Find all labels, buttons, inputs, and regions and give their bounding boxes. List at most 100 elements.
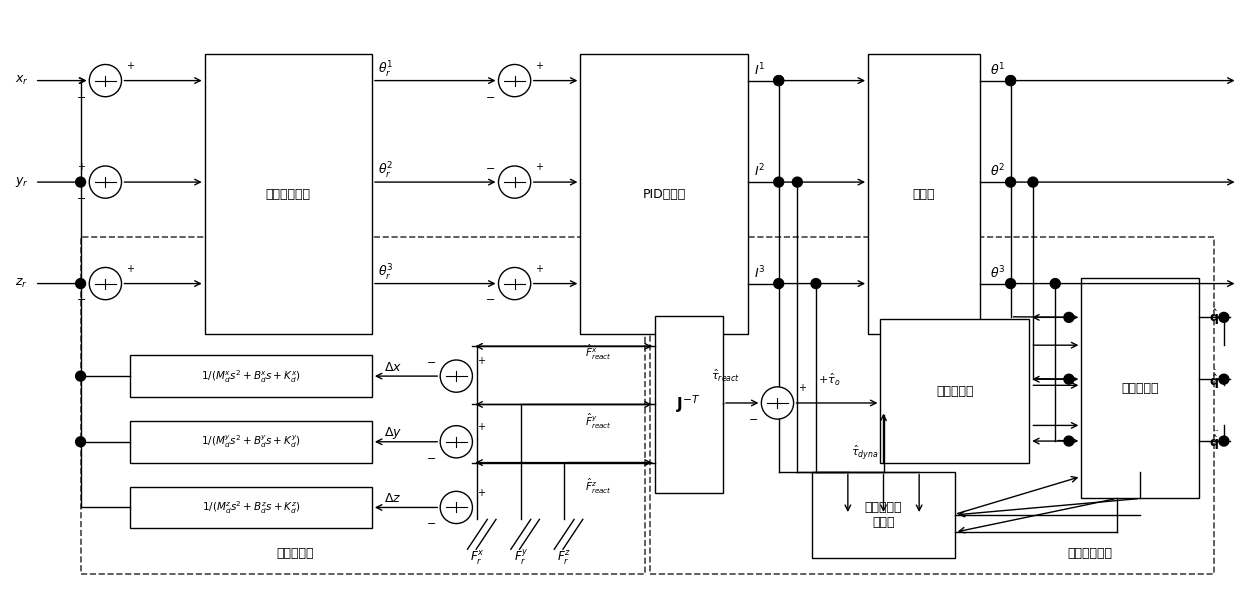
Text: $\ddot{\hat{\mathbf{q}}}$: $\ddot{\hat{\mathbf{q}}}$ xyxy=(1209,430,1219,453)
Circle shape xyxy=(1006,76,1016,85)
Text: $-$: $-$ xyxy=(76,91,86,100)
Circle shape xyxy=(1064,436,1074,446)
Circle shape xyxy=(774,76,784,85)
Text: $\hat{\mathbf{q}}$: $\hat{\mathbf{q}}$ xyxy=(1209,308,1219,327)
Text: +: + xyxy=(477,488,485,497)
Text: +: + xyxy=(477,422,485,432)
Bar xyxy=(812,472,955,558)
Circle shape xyxy=(1006,76,1016,85)
Text: 机器人: 机器人 xyxy=(913,187,935,201)
Bar xyxy=(130,355,372,397)
Text: $\Delta z$: $\Delta z$ xyxy=(384,492,402,505)
Text: 状态观测器: 状态观测器 xyxy=(1121,381,1159,395)
Circle shape xyxy=(1064,312,1074,322)
Circle shape xyxy=(761,387,794,419)
Circle shape xyxy=(1219,312,1229,322)
Text: $-$: $-$ xyxy=(427,518,436,527)
Circle shape xyxy=(76,279,86,288)
Circle shape xyxy=(792,177,802,187)
Text: $\hat{F}^x_{react}$: $\hat{F}^x_{react}$ xyxy=(585,343,613,362)
Text: $\theta^3$: $\theta^3$ xyxy=(990,264,1006,281)
Text: 机器人动力
学模型: 机器人动力 学模型 xyxy=(864,501,903,529)
Text: PID控制器: PID控制器 xyxy=(642,187,686,201)
Circle shape xyxy=(774,279,784,288)
Bar xyxy=(130,421,372,463)
Text: $-$: $-$ xyxy=(76,294,86,303)
Circle shape xyxy=(440,491,472,524)
Text: $I^1$: $I^1$ xyxy=(754,61,765,78)
Text: 接触力观测器: 接触力观测器 xyxy=(1068,547,1112,560)
Text: $\mathbf{J}^{-T}$: $\mathbf{J}^{-T}$ xyxy=(676,393,702,416)
Text: $\theta_r^3$: $\theta_r^3$ xyxy=(378,263,394,283)
Text: $\Delta x$: $\Delta x$ xyxy=(384,361,403,374)
Bar xyxy=(81,237,645,574)
Text: $\hat{F}^y_{react}$: $\hat{F}^y_{react}$ xyxy=(585,411,613,430)
Circle shape xyxy=(76,437,86,447)
Text: $\dot{\hat{\mathbf{q}}}$: $\dot{\hat{\mathbf{q}}}$ xyxy=(1209,368,1219,390)
Bar xyxy=(130,487,372,528)
Bar xyxy=(880,319,1029,463)
Circle shape xyxy=(76,371,86,381)
Text: +: + xyxy=(126,264,134,273)
Text: $+\hat{\tau}_o$: $+\hat{\tau}_o$ xyxy=(818,372,841,389)
Text: $z_r$: $z_r$ xyxy=(15,277,27,290)
Circle shape xyxy=(89,64,122,97)
Bar xyxy=(868,54,980,334)
Text: $F_r^z$: $F_r^z$ xyxy=(557,549,572,567)
Text: $-$: $-$ xyxy=(485,294,495,303)
Circle shape xyxy=(811,279,821,288)
Text: 逆运动学模型: 逆运动学模型 xyxy=(265,187,311,201)
Circle shape xyxy=(1050,279,1060,288)
Text: $F_r^y$: $F_r^y$ xyxy=(513,549,528,567)
Text: +: + xyxy=(77,162,84,172)
Text: $\hat{\tau}_{react}$: $\hat{\tau}_{react}$ xyxy=(711,368,740,384)
Circle shape xyxy=(1219,374,1229,384)
Circle shape xyxy=(774,76,784,85)
Text: +: + xyxy=(536,264,543,273)
Circle shape xyxy=(498,267,531,300)
Circle shape xyxy=(1219,436,1229,446)
Text: $1/(M_d^x s^2+B_d^x s+K_d^x)$: $1/(M_d^x s^2+B_d^x s+K_d^x)$ xyxy=(201,368,301,384)
Text: $I^2$: $I^2$ xyxy=(754,163,765,180)
Text: +: + xyxy=(536,162,543,172)
Bar xyxy=(1081,278,1199,498)
Text: $-$: $-$ xyxy=(748,413,758,423)
Text: $\theta_r^1$: $\theta_r^1$ xyxy=(378,60,393,80)
Text: $1/(M_d^z s^2+B_d^z s+K_d^z)$: $1/(M_d^z s^2+B_d^z s+K_d^z)$ xyxy=(202,499,300,516)
Text: $\theta^1$: $\theta^1$ xyxy=(990,61,1004,78)
Circle shape xyxy=(1028,177,1038,187)
Text: $-$: $-$ xyxy=(427,356,436,366)
Circle shape xyxy=(89,166,122,198)
Text: $-$: $-$ xyxy=(485,91,495,100)
Bar xyxy=(655,316,723,493)
Text: +: + xyxy=(536,61,543,70)
Circle shape xyxy=(440,360,472,392)
Text: $-$: $-$ xyxy=(427,452,436,461)
Circle shape xyxy=(440,426,472,458)
Text: $y_r$: $y_r$ xyxy=(15,175,29,189)
Circle shape xyxy=(1006,177,1016,187)
Circle shape xyxy=(498,166,531,198)
Text: $-$: $-$ xyxy=(485,162,495,172)
Circle shape xyxy=(774,177,784,187)
Bar xyxy=(650,237,1214,574)
Text: $\theta_r^2$: $\theta_r^2$ xyxy=(378,161,393,181)
Circle shape xyxy=(89,267,122,300)
Circle shape xyxy=(498,64,531,97)
Circle shape xyxy=(1006,279,1016,288)
Text: $\Delta y$: $\Delta y$ xyxy=(384,425,403,441)
Text: $\hat{F}^z_{react}$: $\hat{F}^z_{react}$ xyxy=(585,477,613,496)
Text: +: + xyxy=(477,356,485,366)
Circle shape xyxy=(1064,374,1074,384)
Text: $\hat{\tau}_{dyna}$: $\hat{\tau}_{dyna}$ xyxy=(851,443,879,462)
Bar xyxy=(205,54,372,334)
Circle shape xyxy=(76,177,86,187)
Text: 阻抗控制器: 阻抗控制器 xyxy=(277,547,314,560)
Text: $x_r$: $x_r$ xyxy=(15,74,29,87)
Text: 扰动观测器: 扰动观测器 xyxy=(936,384,973,398)
Text: $\theta^2$: $\theta^2$ xyxy=(990,163,1004,180)
Text: +: + xyxy=(799,383,806,393)
Text: $F_r^x$: $F_r^x$ xyxy=(470,549,485,567)
Text: $1/(M_d^y s^2+B_d^y s+K_d^y)$: $1/(M_d^y s^2+B_d^y s+K_d^y)$ xyxy=(201,433,301,450)
Text: $I^3$: $I^3$ xyxy=(754,264,765,281)
